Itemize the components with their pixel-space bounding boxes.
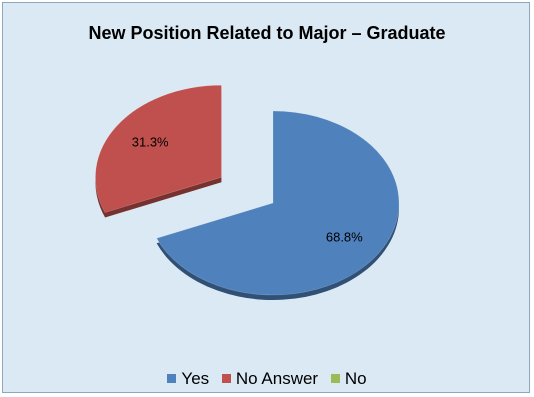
legend-label-no-answer: No Answer [235,369,319,388]
legend-item-yes: Yes [167,369,209,389]
legend-item-no-answer: No Answer [221,369,319,389]
pie-slice-no-answer [95,84,222,213]
chart-area: New Position Related to Major – Graduate… [2,2,530,393]
pie-slices [95,84,400,296]
pie-labels: 68.8% 31.3% [132,135,363,245]
legend-swatch-yes [167,374,177,383]
chart-title: New Position Related to Major – Graduate [88,23,446,43]
legend-swatch-no-answer [221,374,231,383]
legend-swatch-no [330,374,340,383]
legend-label-no: No [344,369,367,388]
legend-item-no: No [330,369,367,389]
data-label-yes: 68.8% [326,230,363,245]
legend-label-yes: Yes [181,369,210,388]
pie-slice-yes [156,110,400,296]
data-label-no-answer: 31.3% [132,135,169,150]
legend: Yes No Answer No [3,369,531,389]
pie-chart: 68.8% 31.3% [95,84,400,300]
